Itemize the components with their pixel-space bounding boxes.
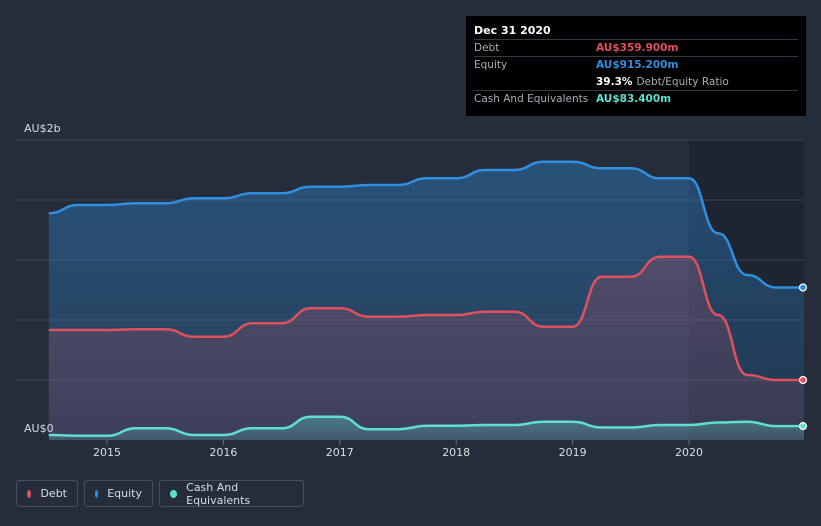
equity-line xyxy=(48,160,804,289)
legend-cash-label: Cash And Equivalents xyxy=(186,480,251,507)
legend-equity-dot-icon xyxy=(95,489,99,498)
tooltip-debt-value: AU$359.900m xyxy=(596,42,679,54)
tooltip-ratio-value: 39.3% xyxy=(596,76,633,88)
y-axis-max-label: AU$2b xyxy=(24,122,61,135)
tooltip-cash-value: AU$83.400m xyxy=(596,93,672,105)
x-tick-label: 2017 xyxy=(326,446,354,459)
legend-equity[interactable]: Equity xyxy=(84,480,153,507)
x-tick-label: 2016 xyxy=(209,446,237,459)
legend-cash[interactable]: Cash And Equivalents xyxy=(159,480,304,507)
data-tooltip: Dec 31 2020 Debt AU$359.900m Equity AU$9… xyxy=(466,16,806,116)
x-tick-label: 2019 xyxy=(559,446,587,459)
legend-equity-label: Equity xyxy=(107,487,142,500)
tooltip-debt-label: Debt xyxy=(474,42,500,54)
x-tick-label: 2020 xyxy=(675,446,703,459)
tooltip-cash-row: Cash And Equivalents AU$83.400m xyxy=(474,90,798,107)
cash-line xyxy=(48,415,804,438)
legend-debt[interactable]: Debt xyxy=(16,480,78,507)
tooltip-cash-label: Cash And Equivalents xyxy=(474,93,589,105)
y-axis-min-label: AU$0 xyxy=(24,422,54,435)
debt-area xyxy=(48,256,805,440)
equity-endpoint-marker[interactable] xyxy=(798,283,808,292)
tooltip-date: Dec 31 2020 xyxy=(474,24,551,37)
debt-line xyxy=(48,255,804,382)
tooltip-debt-row: Debt AU$359.900m xyxy=(474,39,798,56)
legend-debt-dot-icon xyxy=(27,489,32,498)
tooltip-ratio-row: 39.3% Debt/Equity Ratio xyxy=(474,73,798,90)
legend-debt-label: Debt xyxy=(40,487,67,500)
x-tick-label: 2015 xyxy=(93,446,121,459)
legend-cash-dot-icon xyxy=(170,489,178,498)
tooltip-equity-label: Equity xyxy=(474,59,508,71)
cash-area xyxy=(48,416,805,440)
x-tick-label: 2018 xyxy=(442,446,470,459)
tooltip-equity-row: Equity AU$915.200m xyxy=(474,56,798,73)
cash-endpoint-marker[interactable] xyxy=(798,422,808,431)
tooltip-ratio-label: Debt/Equity Ratio xyxy=(636,76,729,88)
tooltip-equity-value: AU$915.200m xyxy=(596,59,679,71)
debt-endpoint-marker[interactable] xyxy=(798,375,808,385)
x-axis: 2015 2016 2017 2018 2019 2020 xyxy=(93,440,703,459)
